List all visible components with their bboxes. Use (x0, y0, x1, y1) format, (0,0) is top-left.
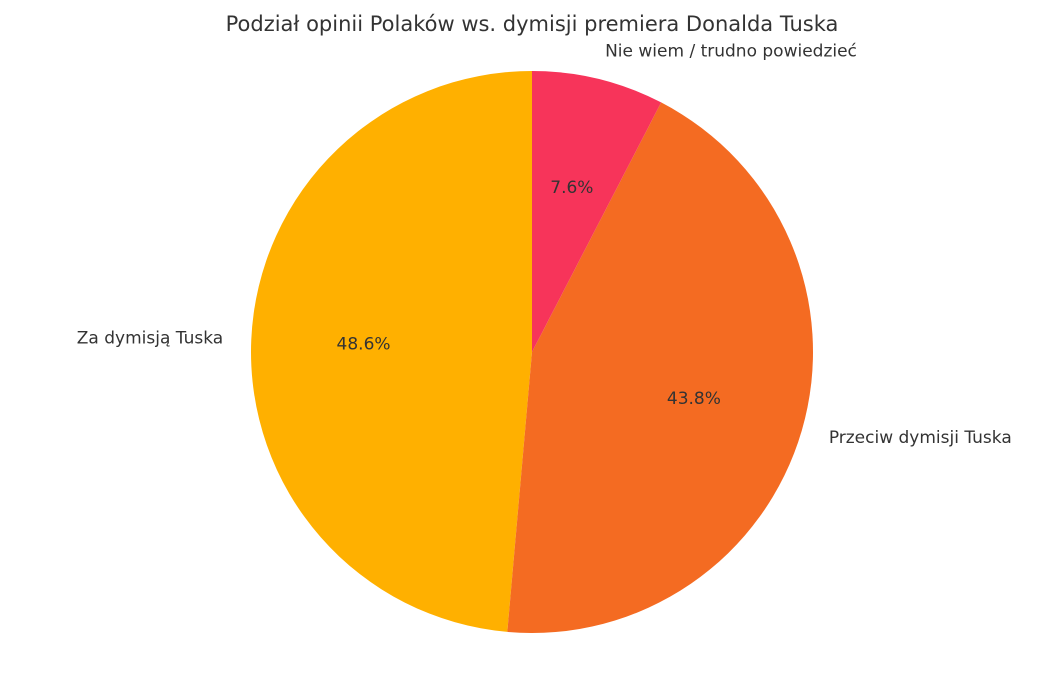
slice-percent-label: 48.6% (337, 335, 391, 355)
slice-label: Za dymisją Tuska (77, 328, 223, 348)
chart-title: Podział opinii Polaków ws. dymisji premi… (226, 12, 839, 36)
slice-percent-label: 7.6% (550, 178, 593, 198)
slice-label: Nie wiem / trudno powiedzieć (605, 42, 857, 62)
pie-slice (250, 71, 532, 632)
slice-label: Przeciw dymisji Tuska (829, 428, 1012, 448)
pie-slice (507, 102, 814, 634)
pie-slice (532, 71, 662, 352)
slice-percent-label: 43.8% (667, 389, 721, 409)
